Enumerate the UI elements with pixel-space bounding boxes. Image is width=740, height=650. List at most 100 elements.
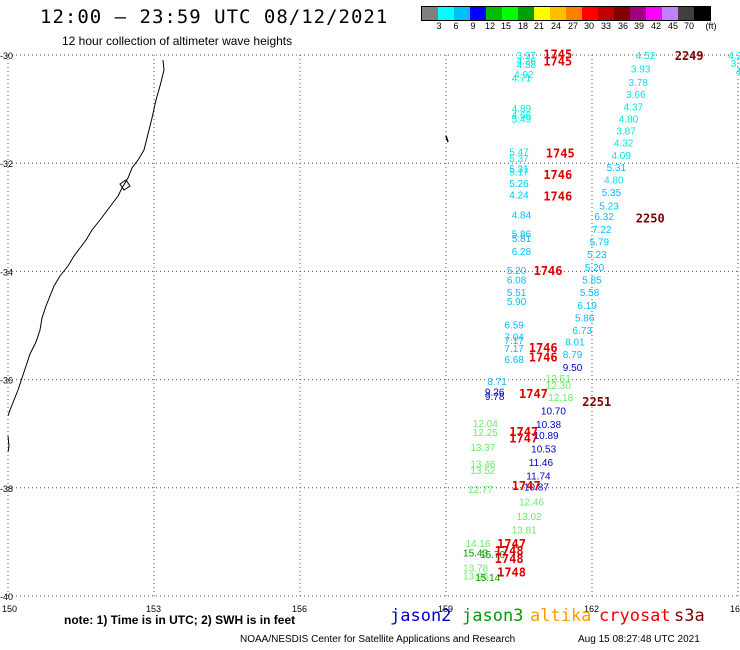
wave-height-value: 10.89 [534, 431, 559, 442]
legend-color-swatch [502, 7, 518, 20]
pass-time-label: 1746 [529, 350, 558, 364]
wave-height-value: 8.71 [487, 377, 507, 388]
wave-height-value: 5.86 [512, 230, 532, 241]
legend-color-swatch [486, 7, 502, 20]
wave-height-value: 6.32 [594, 212, 614, 223]
pass-time-label: 1745 [546, 146, 575, 160]
wave-height-value: 15.14 [475, 573, 500, 584]
pass-time-label: 1745 [543, 54, 572, 68]
legend-color-swatch [646, 7, 662, 20]
pass-time-label: 1748 [497, 566, 526, 580]
wave-height-value: 3.96 [731, 59, 740, 70]
wave-height-value: 7.17 [504, 344, 524, 355]
wave-height-value: 13.78 [463, 563, 488, 574]
longitude-label: 162 [584, 604, 599, 614]
legend-tick-label: 24 [550, 21, 562, 31]
wave-height-value: 5.17 [509, 167, 529, 178]
wave-height-value: 13.37 [470, 443, 495, 454]
legend-color-swatch [694, 7, 710, 20]
legend-tick-label: 27 [567, 21, 579, 31]
legend-tick-label: 70 [683, 21, 695, 31]
wave-height-value: 8.01 [565, 338, 585, 349]
wave-height-value: 5.49 [512, 114, 532, 125]
wave-height-value: 10.53 [531, 444, 556, 455]
coastline [7, 59, 449, 453]
wave-height-value: 4.09 [611, 151, 631, 162]
legend-color-swatch [582, 7, 598, 20]
wave-height-value: 5.26 [509, 179, 529, 190]
pass-time-label: 1748 [495, 552, 524, 566]
pass-time-label: 1746 [543, 190, 572, 204]
legend-color-swatch [438, 7, 454, 20]
longitude-label: 153 [146, 604, 161, 614]
wave-height-value: 4.0 [736, 67, 740, 78]
legend-tick-label: 30 [583, 21, 595, 31]
wave-height-value: 5.47 [509, 147, 529, 158]
wave-height-value: 5.20 [585, 263, 605, 274]
pass-time-label: 1747 [519, 387, 548, 401]
wave-height-value: 12.25 [473, 428, 498, 439]
legend-tick-label: 36 [617, 21, 629, 31]
wave-height-value: 13.02 [517, 512, 542, 523]
latitude-label: -34 [0, 267, 13, 277]
legend-color-swatch [598, 7, 614, 20]
wave-height-value: 9.50 [563, 363, 583, 374]
wave-height-value: 4.24 [509, 191, 529, 202]
wave-height-value: 6.08 [507, 276, 527, 287]
coastline-fragment [7, 435, 10, 453]
wave-height-value: 9.26 [485, 388, 505, 399]
wave-height-value: 4.26 [517, 56, 537, 67]
wave-height-value: 13.81 [512, 525, 537, 536]
wave-height-value: 13.46 [470, 459, 495, 470]
wave-height-value: 4.80 [619, 114, 639, 125]
legend-altika: altika [530, 606, 592, 626]
legend-tick-label: 3 [436, 21, 442, 31]
wave-height-value: 7.17 [504, 336, 524, 347]
legend-color-swatch [630, 7, 646, 20]
longitude-labels: 150 153 156 159 162 165 [2, 604, 740, 614]
wave-height-value: 5.85 [582, 276, 602, 287]
wave-height-value: 6.68 [504, 355, 524, 366]
wave-height-value: 5.79 [590, 238, 610, 249]
wave-height-value: 11.46 [529, 458, 554, 469]
wave-height-value: 4.37 [624, 102, 644, 113]
wave-height-value: 6.59 [504, 320, 524, 331]
wave-height-value: 5.51 [507, 288, 527, 299]
legend-color-swatch [614, 7, 630, 20]
wave-height-value: 4.66 [512, 111, 532, 122]
legend-tick-label: 12 [484, 21, 496, 31]
wave-height-value: 5.23 [599, 201, 619, 212]
legend-tick-label: 45 [667, 21, 679, 31]
footer-timestamp: Aug 15 08:27:48 UTC 2021 [578, 634, 700, 645]
page-subtitle: 12 hour collection of altimeter wave hei… [62, 34, 293, 48]
pass-time-label: 1747 [512, 479, 541, 493]
pass-time-label: 2249 [675, 49, 704, 63]
wave-height-value: 5.81 [512, 234, 532, 245]
wave-height-value: 3.66 [626, 90, 646, 101]
wave-height-value: 5.37 [509, 154, 529, 165]
legend-tick-label: 15 [500, 21, 512, 31]
wave-height-value: 10.87 [524, 483, 549, 494]
legend-color-swatch [422, 7, 438, 20]
note-text: note: 1) Time is in UTC; 2) SWH is in fe… [64, 613, 296, 627]
legend-jason3: jason3 [462, 606, 524, 626]
map-grid [7, 54, 739, 597]
wave-height-value: 4.71 [512, 74, 532, 85]
wave-height-value: 4.92 [514, 70, 534, 81]
legend-cryosat: cryosat [599, 606, 671, 626]
wave-height-value: 12.18 [548, 393, 573, 404]
legend-tick-label: 42 [650, 21, 662, 31]
legend-color-swatch [518, 7, 534, 20]
wave-height-value: 12.51 [546, 374, 571, 385]
wave-height-value: 8.79 [563, 350, 583, 361]
wave-height-value: 4.84 [512, 211, 532, 222]
coastline-inlet [119, 179, 131, 191]
wave-height-value: 5.35 [602, 188, 622, 199]
legend-color-swatch [566, 7, 582, 20]
island-mark [445, 135, 449, 143]
pass-time-label: 1747 [509, 431, 538, 445]
wave-height-value: 13.96 [463, 571, 488, 582]
longitude-label: 156 [292, 604, 307, 614]
longitude-label: 165 [730, 604, 740, 614]
